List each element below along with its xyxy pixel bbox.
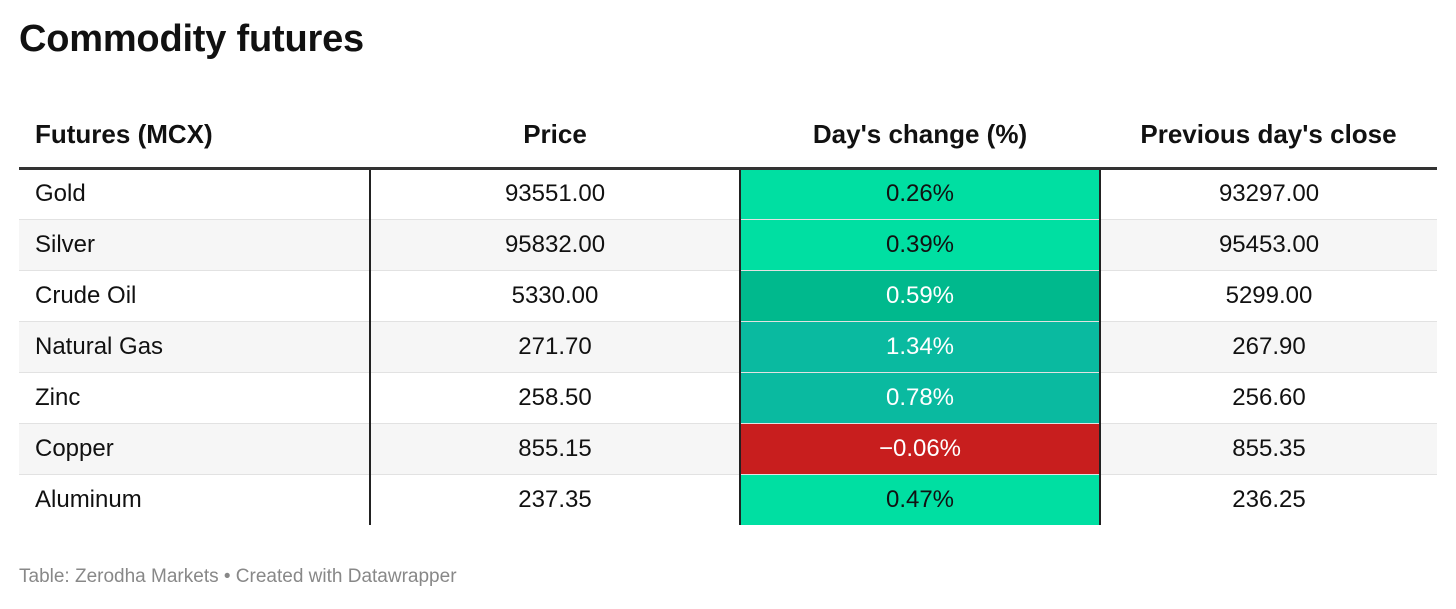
cell-previous-close: 236.25 [1232,485,1306,513]
table-body: Gold 93551.00 0.26% 93297.00 Silver 95832.00 0… [19,168,1437,525]
commodity-table-container: Futures (MCX) Price Day's change (%) Pre… [19,102,1437,525]
cell-futures-name: Natural Gas [19,321,371,373]
column-header-price[interactable]: Price [370,102,740,170]
cell-previous-close: 93297.00 [1100,168,1437,220]
cell-futures-name: Silver [19,219,371,271]
cell-previous-close: 267.90 [1100,321,1437,373]
cell-price: 271.70 [370,321,741,373]
table-row: Copper 855.15 −0.06% 855.35 [19,423,1437,475]
commodity-futures-table: Futures (MCX) Price Day's change (%) Pre… [19,102,1437,525]
table-row: Silver 95832.00 0.39% 95453.00 [19,219,1437,271]
cell-days-change: −0.06% [740,423,1101,475]
table-row: Aluminum 237.35 0.47% 236.25 [19,474,1437,525]
cell-futures-name: Crude Oil [19,270,371,322]
cell-futures-name: Gold [19,168,371,220]
cell-days-change: 1.34% [740,321,1101,373]
cell-days-change: 0.59% [740,270,1101,322]
cell-days-change: 0.47% [740,474,1101,525]
cell-price: 93551.00 [370,168,741,220]
table-row: Crude Oil 5330.00 0.59% 5299.00 [19,270,1437,322]
table-row: Gold 93551.00 0.26% 93297.00 [19,168,1437,220]
cell-futures-name: Zinc [19,372,371,424]
cell-days-change: 0.26% [740,168,1101,220]
cell-futures-name: Copper [19,423,371,475]
column-header-futures[interactable]: Futures (MCX) [19,102,370,170]
cell-futures-name: Aluminum [19,474,371,525]
column-header-previous-close[interactable]: Previous day's close [1100,102,1437,170]
cell-previous-close: 95453.00 [1100,219,1437,271]
column-header-days-change[interactable]: Day's change (%) [740,102,1100,170]
cell-days-change: 0.39% [740,219,1101,271]
table-title: Commodity futures [19,18,364,60]
table-header-row: Futures (MCX) Price Day's change (%) Pre… [19,102,1437,170]
table-row: Natural Gas 271.70 1.34% 267.90 [19,321,1437,373]
cell-previous-close: 5299.00 [1100,270,1437,322]
cell-previous-close: 855.35 [1100,423,1437,475]
cell-price: 855.15 [370,423,741,475]
cell-days-change: 0.78% [740,372,1101,424]
cell-price: 258.50 [370,372,741,424]
source-footer: Table: Zerodha Markets • Created with Da… [19,566,457,587]
cell-previous-close: 256.60 [1100,372,1437,424]
cell-price: 237.35 [370,474,741,525]
table-row: Zinc 258.50 0.78% 256.60 [19,372,1437,424]
cell-price: 95832.00 [370,219,741,271]
cell-price: 5330.00 [370,270,741,322]
